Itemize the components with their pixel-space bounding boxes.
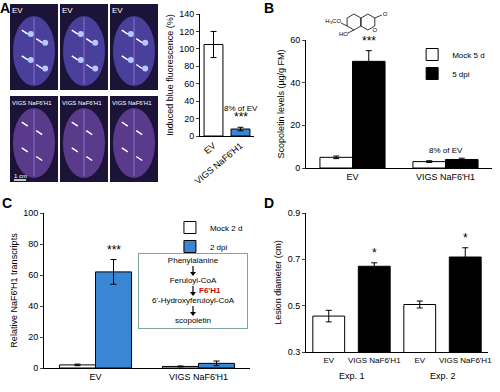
svg-text:VIGS NaF6'H1: VIGS NaF6'H1: [169, 372, 228, 382]
svg-text:8% of EV: 8% of EV: [429, 146, 463, 155]
svg-text:120: 120: [179, 27, 194, 37]
svg-text:0.3: 0.3: [288, 347, 301, 357]
html-text:A: A: [0, 0, 11, 16]
svg-text:60: 60: [28, 270, 38, 280]
svg-text:Mock 5 d: Mock 5 d: [452, 51, 484, 60]
svg-text:O: O: [383, 11, 388, 17]
svg-text:Exp. 1: Exp. 1: [339, 371, 365, 381]
svg-text:0: 0: [189, 131, 194, 141]
svg-text:Lesion diameter (cm): Lesion diameter (cm): [273, 240, 283, 325]
svg-text:EV: EV: [12, 6, 23, 15]
svg-text:EV: EV: [414, 356, 425, 365]
svg-text:0.9: 0.9: [288, 208, 301, 218]
svg-text:0: 0: [33, 363, 38, 373]
svg-text:80: 80: [28, 239, 38, 249]
svg-text:O: O: [372, 27, 377, 33]
svg-text:Relative NaF6'H1 transcripts: Relative NaF6'H1 transcripts: [9, 233, 19, 348]
svg-text:0.5: 0.5: [288, 301, 301, 311]
html-text:C: C: [2, 195, 13, 211]
svg-text:EV: EV: [62, 6, 73, 15]
html-text:scopoletin: scopoletin: [175, 316, 211, 325]
svg-text:Mock 2 d: Mock 2 d: [210, 224, 242, 233]
html-text:Feruloyl-CoA: Feruloyl-CoA: [169, 276, 217, 285]
html-text:6'-Hydroxyferuloyl-CoA: 6'-Hydroxyferuloyl-CoA: [152, 296, 234, 305]
svg-text:40: 40: [184, 96, 194, 106]
svg-text:140: 140: [179, 9, 194, 19]
svg-text:EV: EV: [323, 356, 334, 365]
svg-text:60: 60: [290, 35, 300, 45]
svg-text:20: 20: [28, 332, 38, 342]
svg-text:***: ***: [107, 243, 121, 257]
svg-text:Induced blue fluorescence (%): Induced blue fluorescence (%): [165, 14, 175, 136]
svg-text:5 dpi: 5 dpi: [452, 70, 470, 79]
svg-text:Exp. 2: Exp. 2: [430, 371, 456, 381]
svg-text:20: 20: [184, 114, 194, 124]
svg-text:80: 80: [184, 61, 194, 71]
svg-text:VIGS NaF6'H1: VIGS NaF6'H1: [439, 356, 492, 365]
svg-text:100: 100: [23, 208, 38, 218]
html-text:Phenylalanine: Phenylalanine: [167, 256, 219, 265]
svg-text:VIGS NaF6'H1: VIGS NaF6'H1: [416, 172, 475, 182]
html-text:F6'H1: F6'H1: [199, 286, 221, 295]
svg-text:VIGS NaF6'H1: VIGS NaF6'H1: [348, 356, 401, 365]
svg-text:***: ***: [362, 34, 376, 48]
svg-text:20: 20: [290, 120, 300, 130]
svg-text:VIGS NaF6'H1: VIGS NaF6'H1: [12, 100, 52, 106]
svg-text:*: *: [372, 246, 377, 260]
svg-text:VIGS NaF6'H1: VIGS NaF6'H1: [112, 100, 152, 106]
html-text:D: D: [264, 195, 275, 211]
svg-text:100: 100: [179, 44, 194, 54]
svg-text:HO: HO: [339, 31, 348, 37]
svg-text:60: 60: [184, 79, 194, 89]
svg-text:EV: EV: [89, 372, 101, 382]
svg-text:*: *: [463, 231, 468, 245]
svg-text:0: 0: [295, 163, 300, 173]
svg-text:EV: EV: [112, 6, 123, 15]
svg-text:Scopoletin levels (µg/g FM): Scopoletin levels (µg/g FM): [276, 49, 286, 158]
svg-text:VIGS NaF6'H1: VIGS NaF6'H1: [62, 100, 102, 106]
svg-text:***: ***: [234, 110, 248, 124]
svg-text:EV: EV: [346, 172, 358, 182]
svg-text:1 cm: 1 cm: [14, 173, 27, 179]
svg-text:2 dpi: 2 dpi: [210, 243, 228, 252]
svg-text:H₃CO: H₃CO: [325, 18, 341, 24]
svg-text:0.7: 0.7: [288, 254, 301, 264]
svg-text:40: 40: [28, 301, 38, 311]
svg-text:VIGS NaF6'H1: VIGS NaF6'H1: [193, 141, 245, 187]
svg-text:EV: EV: [202, 141, 218, 156]
svg-text:8% of EV: 8% of EV: [224, 104, 258, 113]
svg-text:40: 40: [290, 78, 300, 88]
html-text:B: B: [264, 0, 275, 16]
